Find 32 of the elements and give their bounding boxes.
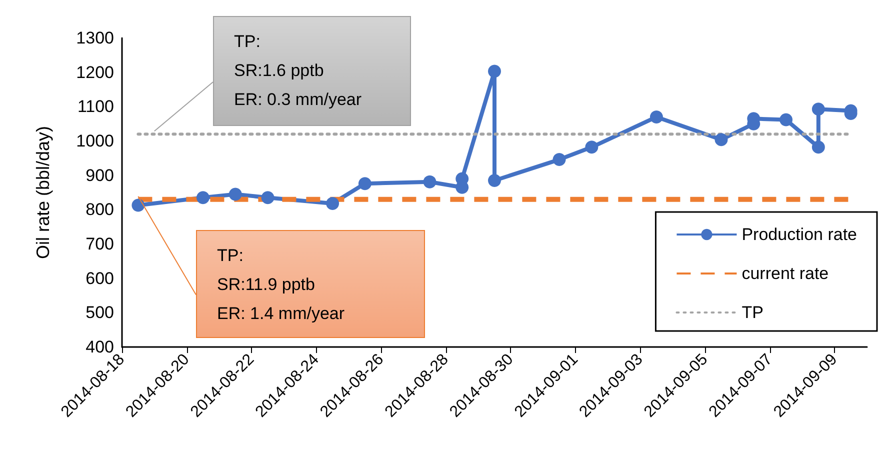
y-tick-label: 1300 [76, 28, 114, 48]
point [812, 102, 825, 116]
y-tick-label: 400 [86, 338, 114, 356]
point [650, 110, 663, 124]
point [488, 64, 501, 78]
point [326, 196, 340, 210]
y-tick-label: 600 [86, 268, 114, 288]
point [196, 191, 210, 204]
legend-label: current rate [742, 264, 829, 283]
y-tick-label: 900 [86, 166, 114, 185]
legend-label: Production rate [742, 225, 858, 244]
callout-box: TP: SR:11.9 pptb ER: 1.4 mm/year [196, 230, 425, 338]
callout-box: TP: SR:1.6 pptb ER: 0.3 mm/year [213, 16, 411, 126]
point [585, 140, 598, 154]
point [488, 174, 501, 187]
legend-label: TP [742, 303, 764, 322]
point [261, 191, 274, 204]
point [780, 113, 793, 126]
point [552, 153, 566, 166]
y-axis-title: Oil rate (bbl/day) [33, 126, 53, 260]
y-tick-label: 700 [86, 234, 114, 254]
point [132, 198, 145, 212]
point [423, 175, 436, 188]
point [812, 140, 825, 154]
y-tick-label: 800 [86, 200, 114, 220]
point [228, 188, 242, 201]
y-tick-label: 1000 [76, 132, 114, 150]
y-tick-label: 500 [86, 303, 114, 322]
point [714, 133, 728, 146]
y-tick-label: 1100 [77, 97, 114, 116]
y-tick-label: 1200 [76, 62, 114, 82]
point [358, 177, 372, 190]
